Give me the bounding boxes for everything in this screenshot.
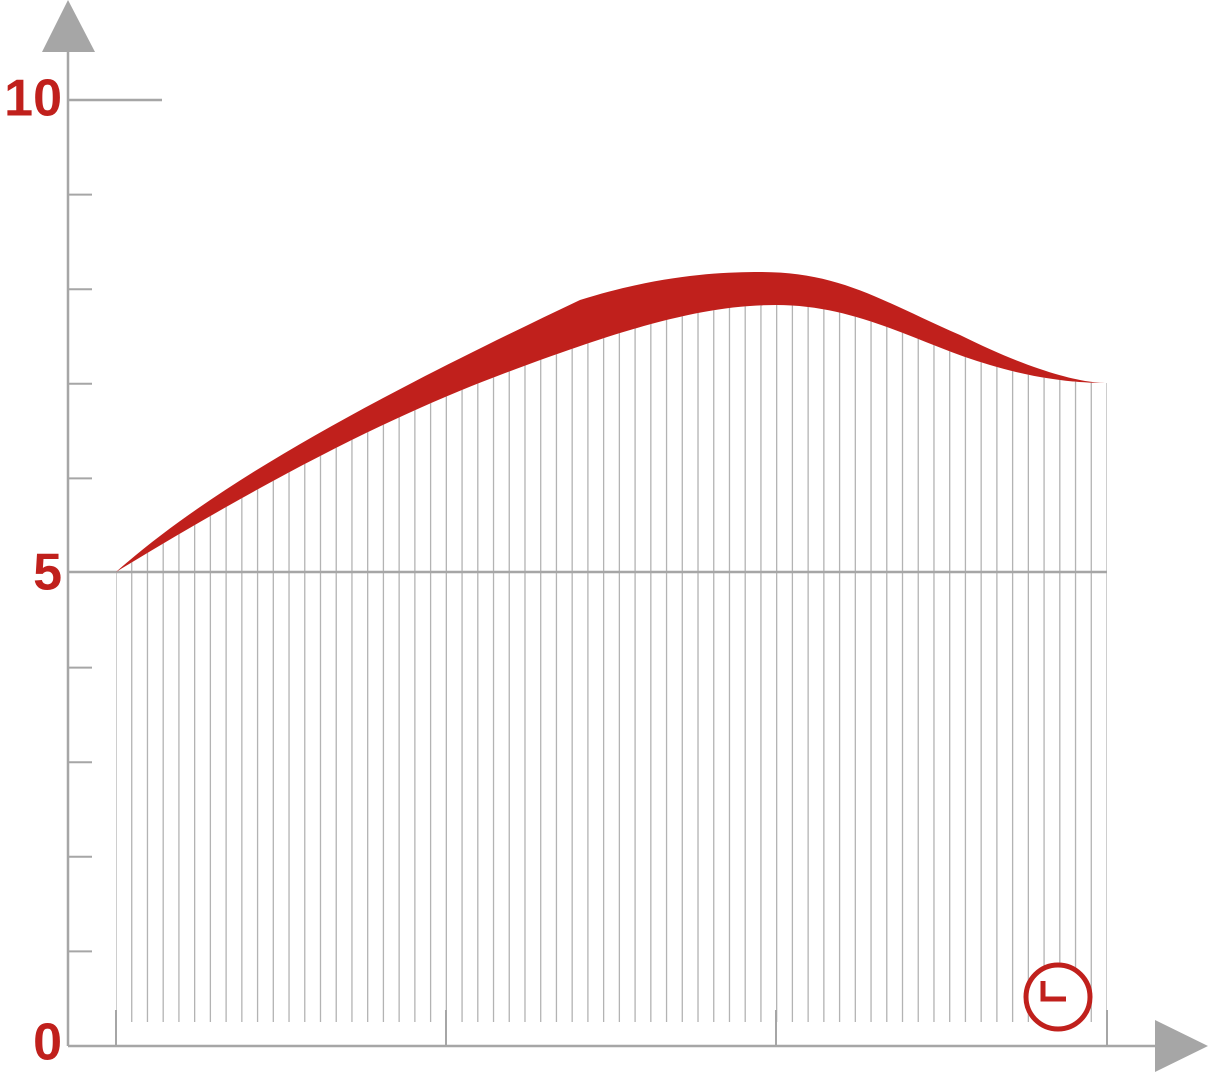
- band: [116, 272, 1107, 572]
- y-label: 10: [4, 70, 62, 128]
- x-arrow: [1155, 1020, 1208, 1072]
- clock-icon: [1023, 962, 1093, 1032]
- y-arrow: [42, 0, 95, 52]
- y-label: 0: [33, 1014, 62, 1072]
- y-minor-ticks: [68, 193, 92, 953]
- y-label: 5: [33, 544, 62, 602]
- vertical-lines: [116, 305, 1107, 1022]
- x-major-ticks: [115, 1010, 1108, 1046]
